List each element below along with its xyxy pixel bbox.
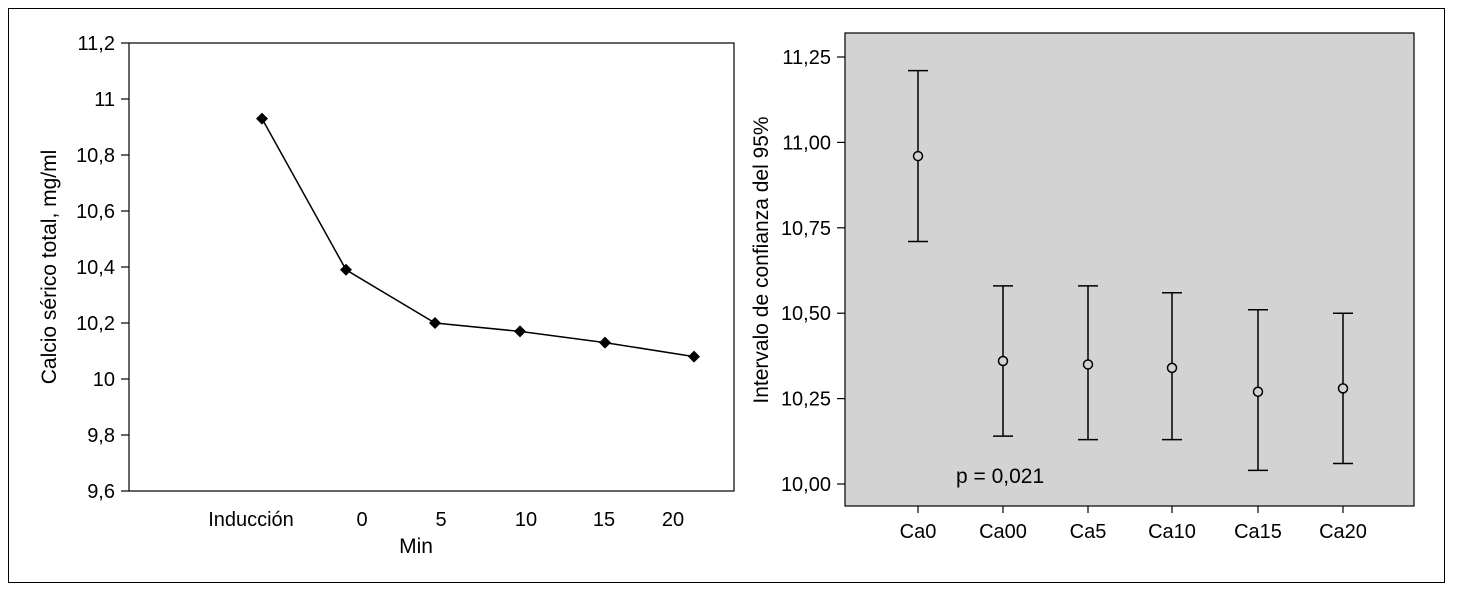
- error-bar-x-tick-label: Ca00: [979, 521, 1027, 543]
- line-chart-x-tick-label: 5: [435, 509, 446, 531]
- error-bar-y-ticks: 10,00 10,25 10,50 10,75 11,00 11,25: [781, 47, 845, 496]
- error-bar-x-ticks: Ca0 Ca00 Ca5 Ca10 Ca15 Ca20: [900, 506, 1367, 543]
- line-chart-y-tick-label: 9,8: [87, 425, 115, 447]
- line-chart-y-tick-label: 10,8: [76, 145, 115, 167]
- line-chart-x-tick-label: Inducción: [208, 509, 294, 531]
- line-chart-data-point: [688, 350, 700, 363]
- line-chart-data-point: [340, 263, 352, 276]
- error-bar-y-tick-label: 11,00: [782, 132, 831, 154]
- error-bar-mean-point: [1252, 386, 1264, 398]
- error-bar-mean-point: [1082, 359, 1094, 370]
- line-chart-data-point: [256, 112, 268, 125]
- line-chart-y-axis-label: Calcio sérico total, mg/ml: [38, 150, 61, 385]
- line-chart-data-point: [599, 336, 611, 349]
- error-bar-y-tick-label: 10,00: [781, 474, 831, 496]
- error-bar-y-tick-label: 10,75: [781, 218, 831, 240]
- line-chart-plot-area: [128, 42, 735, 492]
- line-chart-x-ticks: Inducción 0 5 10 15 20: [208, 509, 684, 531]
- error-bar-y-tick-label: 10,25: [781, 389, 831, 411]
- figure-frame: [8, 8, 1445, 583]
- line-chart-y-tick-label: 10,4: [76, 257, 115, 279]
- line-chart-x-tick-label: 10: [515, 509, 537, 531]
- line-chart-x-tick-label: 0: [356, 509, 367, 531]
- line-chart-y-tick-label: 9,6: [87, 481, 115, 503]
- line-chart-y-tick-label: 10,6: [76, 201, 115, 223]
- error-bar-x-tick-label: Ca20: [1319, 521, 1367, 543]
- error-bar-y-tick-label: 11,25: [782, 47, 831, 69]
- error-bar-x-tick-label: Ca5: [1070, 521, 1107, 543]
- line-chart-data-point: [429, 317, 441, 329]
- line-chart-y-tick-label: 10,2: [76, 313, 115, 335]
- error-bar-mean-point: [912, 150, 924, 162]
- error-bar-mean-point: [997, 355, 1009, 367]
- line-chart-y-tick-label: 11: [94, 89, 115, 111]
- p-value-annotation: p = 0,021: [956, 465, 1044, 488]
- line-chart-x-axis-label: Min: [399, 535, 433, 558]
- line-chart-data-point: [514, 325, 526, 338]
- line-chart-y-tick-label: 11,2: [78, 33, 115, 55]
- line-chart: 9,6 9,8 10 10,2 10,4 10,6 10,8 11 11,2 Inducción…: [38, 33, 735, 558]
- error-bar-y-tick-label: 10,50: [781, 303, 831, 325]
- error-bar-x-tick-label: Ca0: [900, 521, 937, 543]
- line-chart-x-tick-label: 15: [593, 509, 615, 531]
- error-bar-plot-area: [844, 32, 1415, 507]
- error-bar-mean-point: [1166, 362, 1178, 374]
- error-bar-x-tick-label: Ca15: [1234, 521, 1282, 543]
- line-chart-y-ticks: 9,6 9,8 10 10,2 10,4 10,6 10,8 11 11,2: [76, 33, 129, 503]
- error-bar-y-axis-label: Intervalo de confianza del 95%: [750, 116, 773, 403]
- line-chart-points: [256, 112, 700, 363]
- error-bar-mean-point: [1337, 383, 1349, 394]
- error-bar-series: [908, 69, 1353, 472]
- line-chart-series-line: [261, 118, 695, 358]
- line-chart-y-tick-label: 10: [93, 369, 115, 391]
- error-bar-x-tick-label: Ca10: [1148, 521, 1196, 543]
- line-chart-x-tick-label: 20: [662, 509, 684, 531]
